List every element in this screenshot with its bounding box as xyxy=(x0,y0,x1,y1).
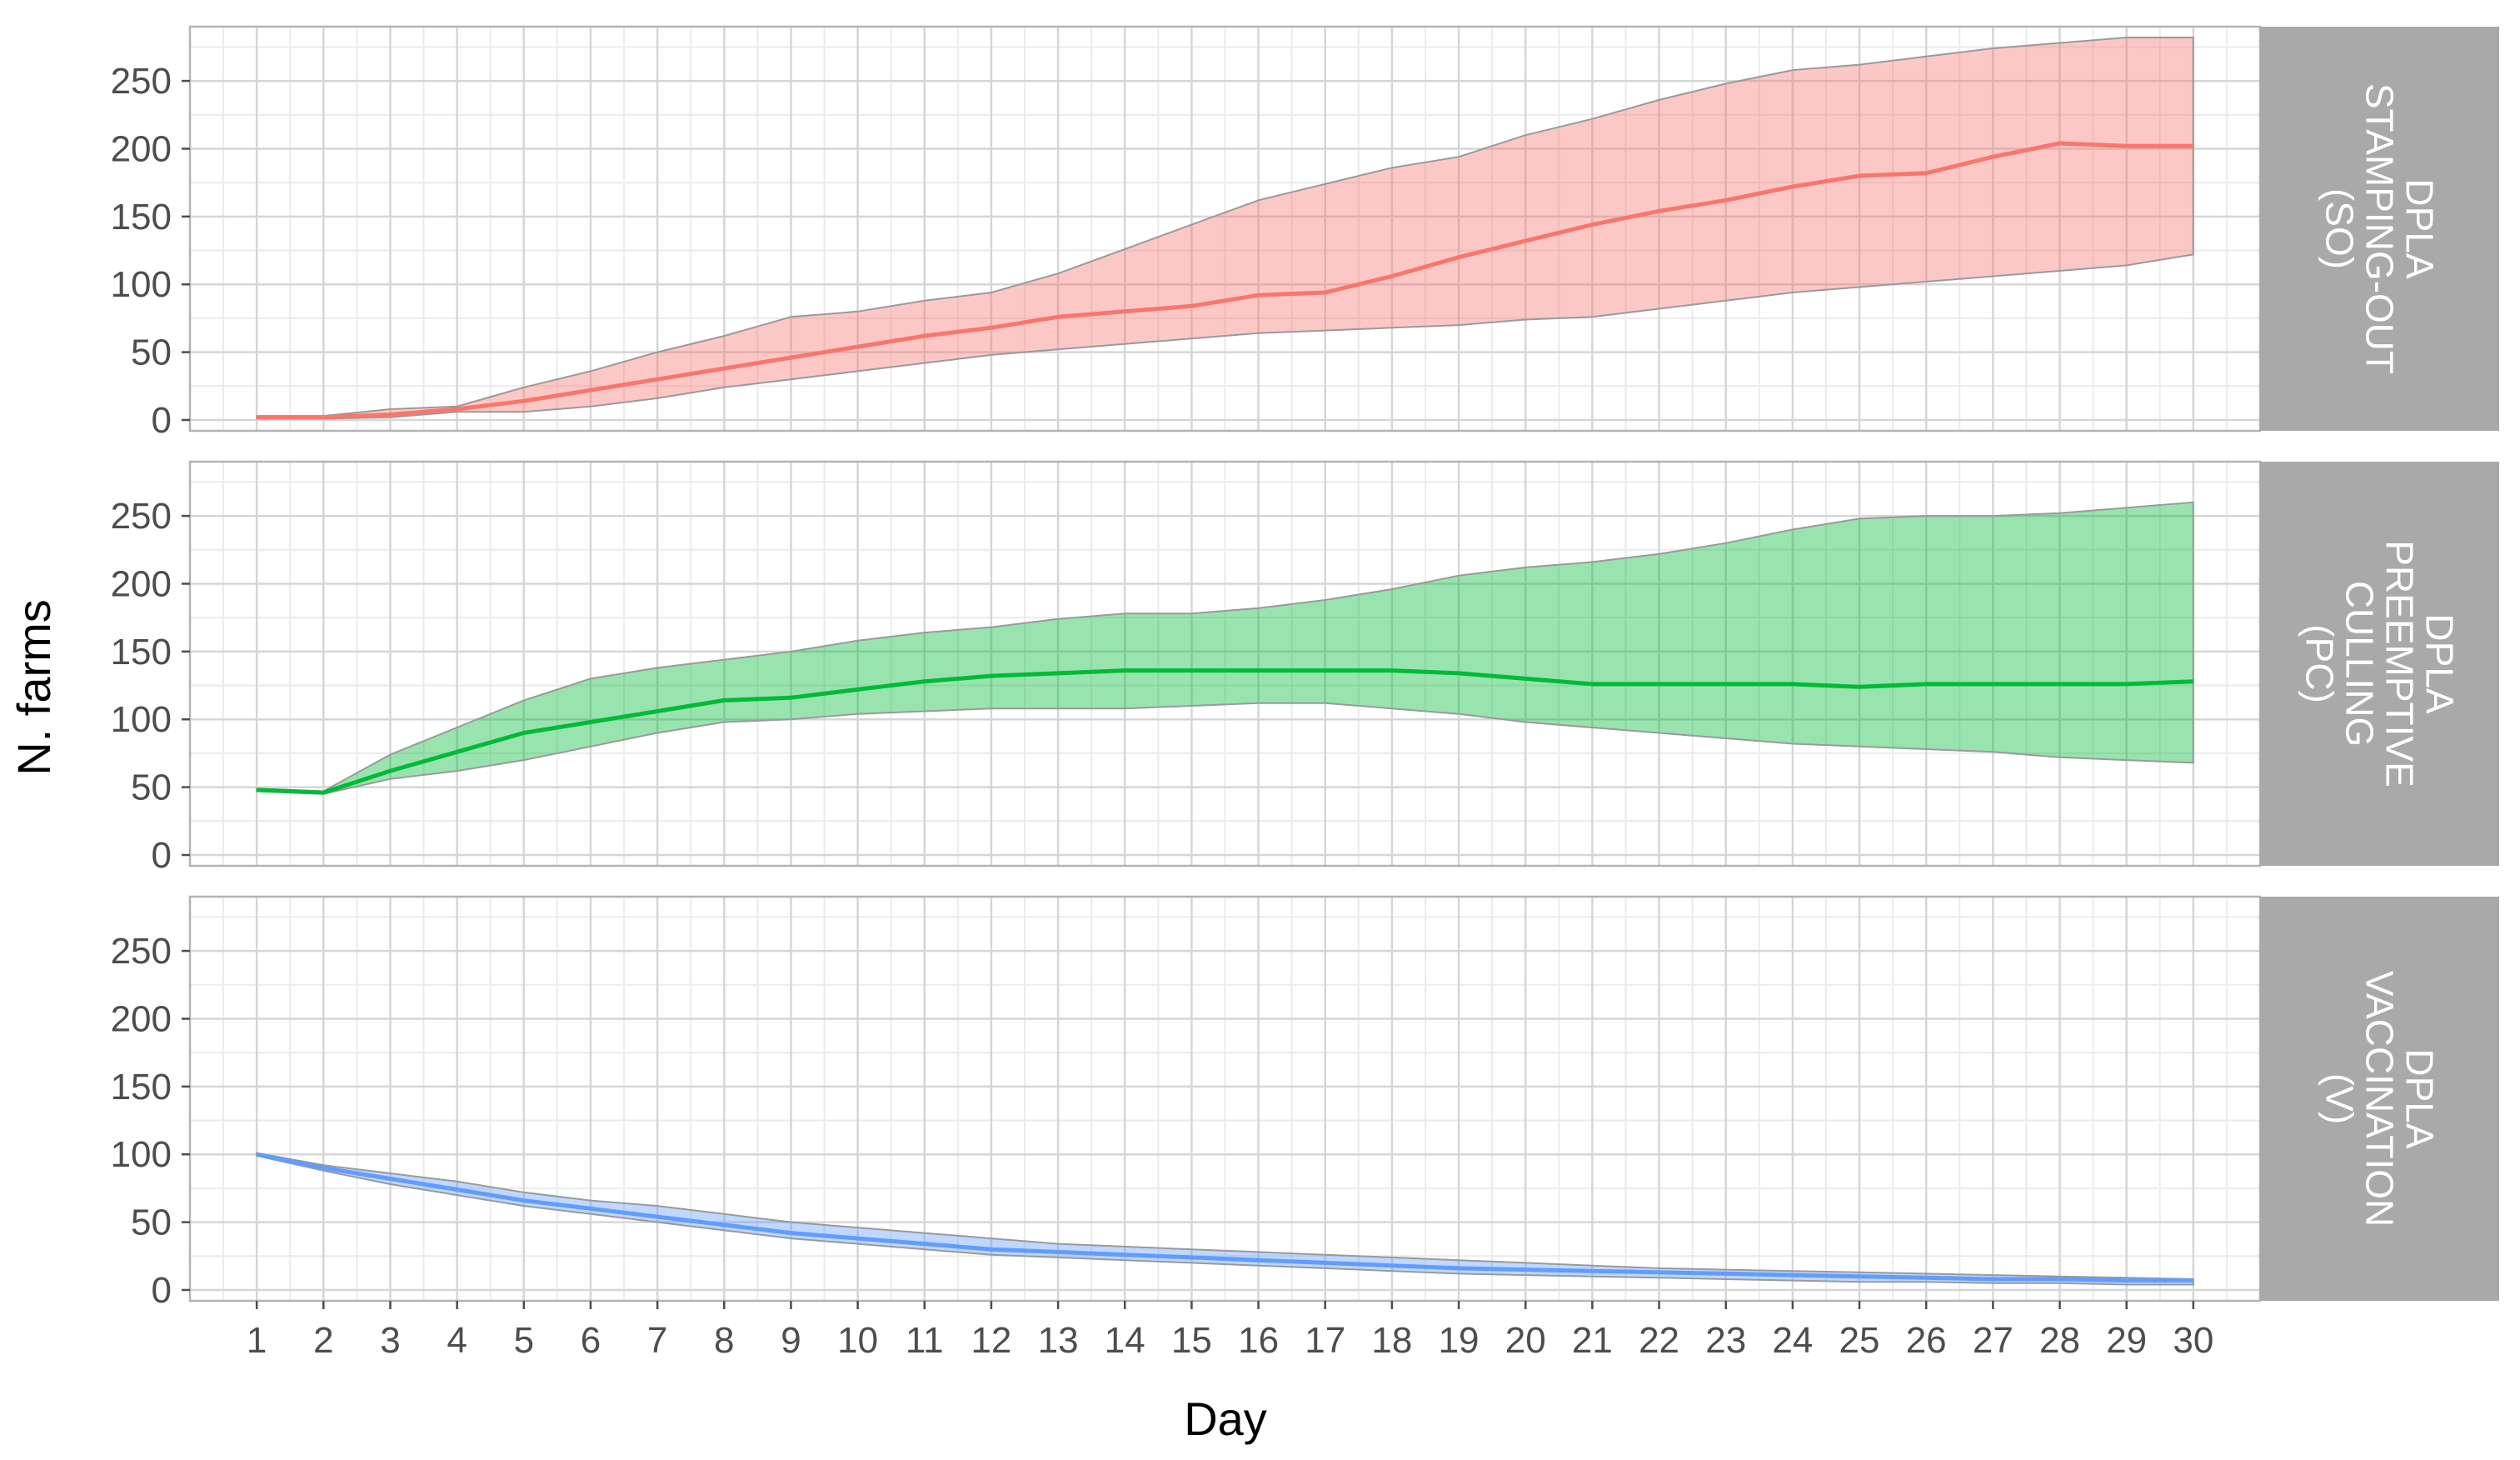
x-tick-label: 22 xyxy=(1639,1320,1679,1361)
x-tick-label: 26 xyxy=(1906,1320,1947,1361)
x-tick-label: 28 xyxy=(2039,1320,2080,1361)
x-tick-label: 11 xyxy=(906,1320,944,1361)
mean-line xyxy=(257,668,2193,795)
y-tick-label: 100 xyxy=(111,1134,172,1175)
y-tick-label: 250 xyxy=(111,496,172,537)
facet-strip: DPLAVACCINATION(V) xyxy=(2260,897,2499,1301)
y-tick-label: 150 xyxy=(111,1067,172,1108)
x-tick-label: 29 xyxy=(2106,1320,2147,1361)
x-tick-label: 1 xyxy=(247,1320,267,1361)
x-tick-label: 10 xyxy=(837,1320,878,1361)
grid xyxy=(190,27,2260,431)
facet-strip-line: (SO) xyxy=(2318,188,2362,269)
x-tick-label: 2 xyxy=(313,1320,333,1361)
x-tick-label: 20 xyxy=(1505,1320,1546,1361)
panel-1: 0 50 100 150 200 250 DPLASTAMPING-OUT(SO) xyxy=(111,25,2499,441)
facet-strip-line: CULLING xyxy=(2338,581,2382,747)
y-tick-label: 200 xyxy=(111,128,172,169)
x-tick-label: 24 xyxy=(1772,1320,1813,1361)
facet-strip-line: VACCINATION xyxy=(2358,971,2402,1228)
facet-strip-line: PREEMPTIVE xyxy=(2378,540,2422,788)
facet-strip-label: DPLAVACCINATION(V) xyxy=(2318,971,2442,1228)
facet-strip-line: DPLA xyxy=(2398,1048,2442,1148)
x-tick-label: 23 xyxy=(1705,1320,1746,1361)
chart-panels: 050100150200250DPLASTAMPING-OUT(SO)05010… xyxy=(111,25,2499,1311)
mean-line xyxy=(257,141,2193,420)
x-tick-label: 30 xyxy=(2173,1320,2213,1361)
grid xyxy=(190,462,2260,866)
y-tick-label: 150 xyxy=(111,632,172,672)
y-tick-label: 50 xyxy=(131,768,172,808)
y-tick-label: 0 xyxy=(152,1270,172,1311)
x-tick-label: 7 xyxy=(647,1320,667,1361)
facet-strip-line: DPLA xyxy=(2398,178,2442,278)
x-axis-title: Day xyxy=(1184,1392,1267,1445)
x-tick-label: 12 xyxy=(971,1320,1011,1361)
x-tick-label: 13 xyxy=(1038,1320,1079,1361)
x-tick-label: 3 xyxy=(380,1320,400,1361)
mean-line xyxy=(256,1152,2193,1283)
y-tick-label: 250 xyxy=(111,931,172,972)
y-tick-label: 50 xyxy=(131,332,172,373)
panel-3: 0 50 100 150 200 250 DPLAVACCINATION(V) xyxy=(111,895,2499,1311)
x-tick-label: 21 xyxy=(1572,1320,1613,1361)
confidence-band xyxy=(256,37,2194,420)
x-axis: 1 2 3 4 5 6 7 8 9 10 11 12 13 14 15 16 17 18 19 20 21 22 23 24 2… xyxy=(247,1301,2213,1361)
y-tick-label: 0 xyxy=(152,835,172,876)
x-tick-label: 6 xyxy=(581,1320,601,1361)
x-tick-label: 8 xyxy=(714,1320,734,1361)
facet-strip-line: (V) xyxy=(2318,1073,2362,1124)
facet-strip: DPLASTAMPING-OUT(SO) xyxy=(2260,27,2499,431)
facet-strip-background xyxy=(2260,462,2499,866)
facet-strip-label: DPLASTAMPING-OUT(SO) xyxy=(2318,83,2442,374)
y-axis-title: N. farms xyxy=(7,599,60,776)
x-tick-label: 17 xyxy=(1305,1320,1345,1361)
y-tick-label: 200 xyxy=(111,998,172,1039)
y-tick-label: 100 xyxy=(111,264,172,305)
facet-strip-line: (PC) xyxy=(2298,624,2342,703)
x-tick-label: 25 xyxy=(1839,1320,1880,1361)
x-tick-label: 9 xyxy=(781,1320,801,1361)
y-tick-label: 0 xyxy=(152,400,172,441)
panel-2: 0 50 100 150 200 250 DPLAPREEMPTIVECULLING(PC) xyxy=(111,460,2499,876)
y-tick-label: 50 xyxy=(131,1202,172,1243)
y-tick-label: 100 xyxy=(111,699,172,740)
facet-strip-label: DPLAPREEMPTIVECULLING(PC) xyxy=(2298,540,2462,788)
facet-strip: DPLAPREEMPTIVECULLING(PC) xyxy=(2260,462,2499,866)
grid xyxy=(190,897,2260,1301)
x-tick-label: 15 xyxy=(1171,1320,1212,1361)
confidence-band xyxy=(256,501,2194,795)
y-tick-label: 250 xyxy=(111,61,172,102)
facet-strip-background xyxy=(2260,897,2499,1301)
facet-strip-line: DPLA xyxy=(2418,613,2462,713)
y-tick-label: 200 xyxy=(111,563,172,604)
x-tick-label: 18 xyxy=(1371,1320,1412,1361)
y-tick-label: 150 xyxy=(111,197,172,238)
x-tick-label: 27 xyxy=(1973,1320,2014,1361)
x-tick-label: 4 xyxy=(447,1320,467,1361)
facet-strip-background xyxy=(2260,27,2499,431)
x-tick-label: 16 xyxy=(1238,1320,1279,1361)
x-tick-label: 19 xyxy=(1439,1320,1480,1361)
facet-strip-line: STAMPING-OUT xyxy=(2358,83,2402,374)
x-tick-label: 14 xyxy=(1105,1320,1145,1361)
x-tick-label: 5 xyxy=(514,1320,534,1361)
